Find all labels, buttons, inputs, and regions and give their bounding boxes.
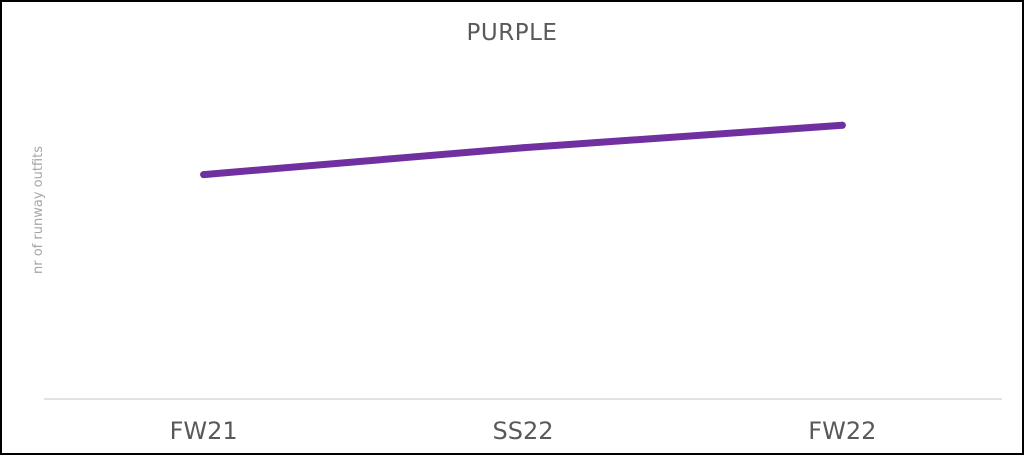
data-point-fw22	[838, 121, 846, 129]
x-tick-label-ss22: SS22	[492, 417, 553, 445]
data-point-fw21	[200, 171, 208, 179]
data-point-ss22	[519, 144, 527, 152]
chart-title: PURPLE	[467, 20, 558, 46]
x-tick-label-fw21: FW21	[170, 417, 238, 445]
y-axis-label: nr of runway outfits	[31, 146, 46, 274]
series-layer	[200, 121, 846, 179]
x-tick-label-fw22: FW22	[808, 417, 876, 445]
x-tick-labels: FW21 SS22 FW22	[170, 417, 877, 445]
